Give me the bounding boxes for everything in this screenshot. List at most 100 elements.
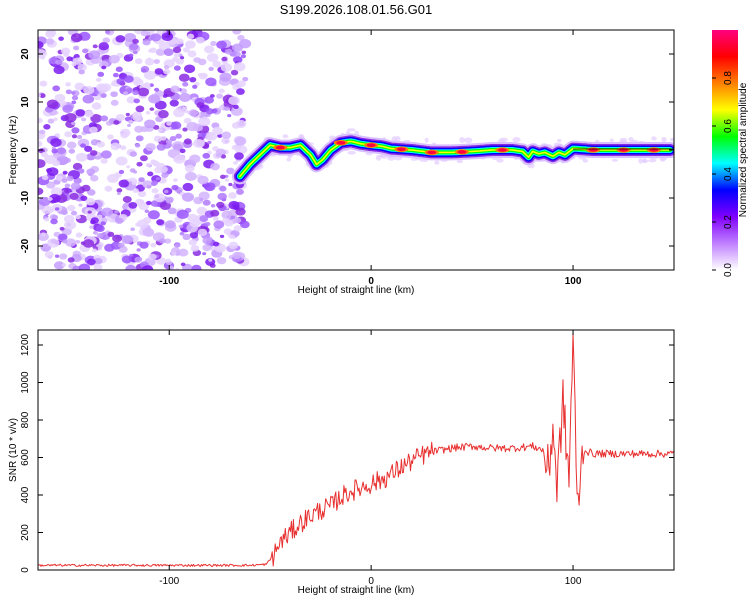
noise-speckle	[223, 106, 230, 111]
noise-speckle	[154, 100, 167, 110]
noise-speckle	[166, 121, 173, 126]
noise-speckle	[150, 33, 162, 42]
noise-speckle	[159, 238, 166, 244]
noise-speckle	[64, 112, 77, 123]
noise-speckle	[47, 208, 54, 213]
noise-speckle	[150, 200, 158, 207]
noise-speckle	[85, 197, 96, 206]
noise-speckle	[45, 38, 55, 45]
noise-speckle	[135, 222, 141, 227]
noise-speckle	[97, 71, 105, 77]
noise-speckle	[59, 226, 65, 231]
noise-speckle	[62, 170, 68, 175]
noise-speckle	[160, 135, 167, 141]
noise-speckle	[44, 251, 54, 259]
noise-speckle	[66, 56, 73, 62]
noise-speckle	[189, 231, 199, 239]
halo-speckle	[387, 155, 396, 161]
noise-speckle	[47, 197, 53, 201]
noise-speckle	[193, 57, 201, 63]
noise-speckle	[39, 93, 46, 99]
noise-speckle	[232, 30, 242, 35]
noise-speckle	[116, 192, 121, 196]
noise-speckle	[153, 135, 162, 143]
noise-speckle	[108, 54, 120, 64]
noise-speckle	[65, 238, 77, 247]
noise-speckle	[38, 140, 43, 147]
noise-speckle	[123, 75, 134, 83]
noise-speckle	[115, 66, 123, 73]
noise-speckle	[54, 133, 60, 137]
noise-speckle	[47, 238, 60, 248]
noise-speckle	[236, 88, 245, 95]
noise-speckle	[84, 110, 94, 118]
noise-speckle	[78, 203, 83, 207]
noise-speckle	[139, 241, 149, 249]
noise-speckle	[228, 234, 236, 240]
noise-speckle	[170, 251, 177, 256]
noise-speckle	[100, 150, 112, 159]
noise-speckle	[202, 244, 212, 252]
snr-x-ticks: -100 0 100	[159, 330, 582, 587]
noise-speckle	[105, 30, 111, 35]
noise-speckle	[90, 217, 99, 224]
noise-speckle	[51, 214, 59, 220]
ridge-peak	[366, 143, 376, 147]
noise-speckle	[38, 159, 46, 168]
noise-speckle	[169, 99, 179, 107]
noise-speckle	[195, 36, 205, 44]
noise-speckle	[144, 58, 155, 66]
noise-speckle	[129, 253, 134, 257]
noise-speckle	[204, 45, 215, 54]
noise-speckle	[140, 65, 150, 73]
noise-speckle	[135, 105, 145, 113]
noise-speckle	[199, 215, 209, 222]
halo-speckle	[512, 136, 521, 143]
snr-series-line	[38, 332, 674, 567]
noise-speckle	[208, 258, 213, 262]
noise-speckle	[178, 224, 184, 229]
noise-speckle	[140, 30, 149, 37]
colorbar: 0.0 0.2 0.4 0.6 0.8 Normalized spectral ampl…	[712, 30, 749, 277]
noise-speckle	[187, 50, 197, 58]
noise-speckle	[60, 158, 66, 163]
noise-speckle	[96, 141, 106, 148]
noise-speckle	[72, 265, 81, 270]
noise-speckle	[62, 239, 68, 244]
halo-speckle	[496, 158, 504, 163]
noise-speckle	[189, 218, 201, 228]
noise-speckle	[94, 257, 103, 265]
noise-speckle	[142, 180, 153, 189]
noise-speckle	[98, 42, 110, 51]
noise-speckle	[130, 227, 135, 232]
noise-speckle	[227, 113, 232, 118]
noise-speckle	[224, 48, 233, 55]
halo-speckle	[651, 136, 657, 141]
noise-speckle	[172, 46, 182, 54]
noise-speckle	[210, 40, 217, 47]
noise-speckle	[202, 199, 211, 206]
noise-speckle	[233, 225, 242, 232]
snr-y-ticks: 0 200 400 600 800 1000 1200	[20, 333, 674, 573]
noise-speckle	[126, 165, 131, 169]
noise-speckle	[236, 188, 244, 195]
noise-speckle	[219, 234, 225, 239]
noise-speckle	[93, 263, 103, 270]
noise-speckle	[78, 263, 91, 270]
noise-speckle	[93, 90, 99, 95]
y-tick-label: 200	[20, 524, 31, 541]
snr-frame	[37, 329, 675, 571]
frequency-ridge	[231, 133, 674, 185]
noise-speckle	[132, 38, 139, 44]
noise-speckle	[233, 161, 238, 165]
noise-speckle	[228, 96, 240, 106]
noise-speckle	[186, 121, 199, 132]
noise-speckle	[132, 188, 139, 194]
noise-speckle	[176, 209, 189, 219]
noise-speckle	[153, 193, 166, 203]
noise-speckle	[104, 185, 113, 192]
noise-speckle	[97, 247, 103, 251]
noise-speckle	[154, 68, 164, 75]
spectrogram-y-label: Frequency (Hz)	[8, 116, 19, 185]
